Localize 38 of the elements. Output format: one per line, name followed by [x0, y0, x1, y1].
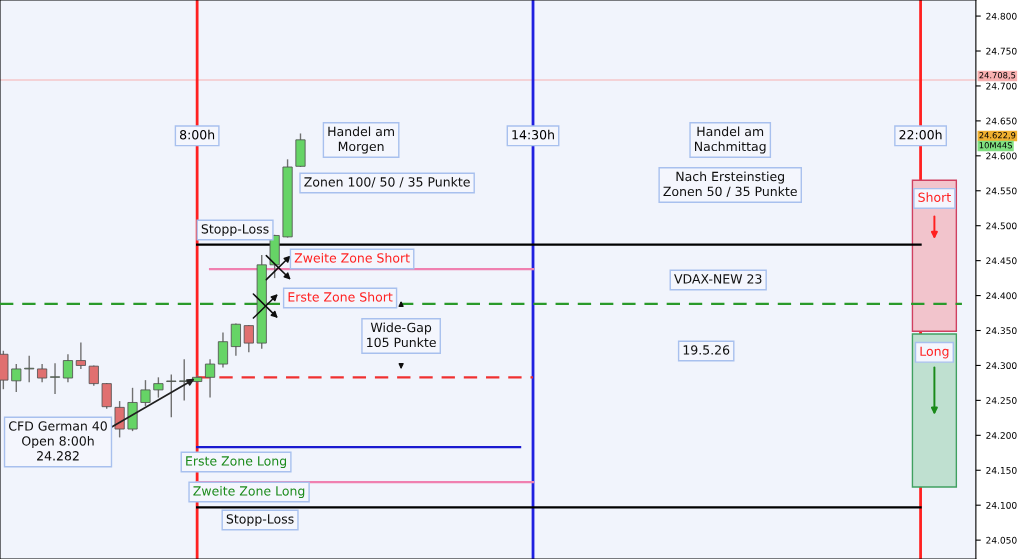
band-label: Long: [920, 346, 949, 359]
annotation: Handel am Nachmittag: [695, 126, 766, 154]
y-tick-label: 24.500: [986, 222, 1017, 230]
y-tick-label: 24.450: [986, 257, 1017, 265]
y-tick-label: 24.650: [986, 117, 1017, 125]
annotation: VDAX-NEW 23: [674, 274, 762, 284]
band-label: Short: [918, 192, 951, 203]
y-tick-label: 24.050: [986, 536, 1017, 544]
y-tick-label: 24.300: [986, 362, 1017, 369]
annotation: Wide-Gap 105 Punkte: [367, 322, 436, 348]
annotation: Stopp-Loss: [201, 224, 269, 237]
y-tick-label: 24.200: [986, 432, 1017, 439]
annotation: Nach Ersteinstieg Zonen 50 / 35 Punkte: [663, 171, 797, 198]
annotation: 19.5.26: [683, 345, 730, 355]
y-tick-label: 24.600: [986, 152, 1017, 160]
annotation: Erste Zone Short: [288, 291, 393, 302]
ref-line-label: 22:00h: [899, 129, 942, 140]
text: 24.622,9: [979, 132, 1016, 140]
y-tick-label: 24.150: [986, 466, 1017, 474]
annotation: CFD German 40 Open 8:00h 24.282: [8, 421, 107, 461]
y-tick-label: 24.800: [986, 12, 1017, 20]
ref-line-label: 14:30h: [512, 129, 554, 140]
text: 10M44S: [979, 142, 1013, 149]
y-tick-label: 24.700: [986, 82, 1017, 90]
y-tick-label: 24.100: [986, 501, 1017, 509]
ref-line-label: 24.708,5: [979, 72, 1016, 80]
y-tick-label: 24.350: [986, 327, 1017, 335]
y-tick-label: 24.250: [986, 397, 1017, 404]
annotation: Stopp-Loss: [226, 514, 294, 527]
annotation: Zonen 100/ 50 / 35 Punkte: [304, 176, 470, 188]
annotation: Zweite Zone Short: [294, 252, 410, 263]
annotation: Handel am Morgen: [328, 126, 394, 154]
y-tick-label: 24.400: [986, 292, 1017, 300]
y-tick-label: 24.550: [986, 187, 1017, 195]
ref-line-label: 8:00h: [179, 129, 215, 140]
annotation: Erste Zone Long: [186, 456, 287, 469]
annotation: Zweite Zone Long: [193, 485, 305, 499]
y-tick-label: 24.750: [986, 47, 1017, 55]
